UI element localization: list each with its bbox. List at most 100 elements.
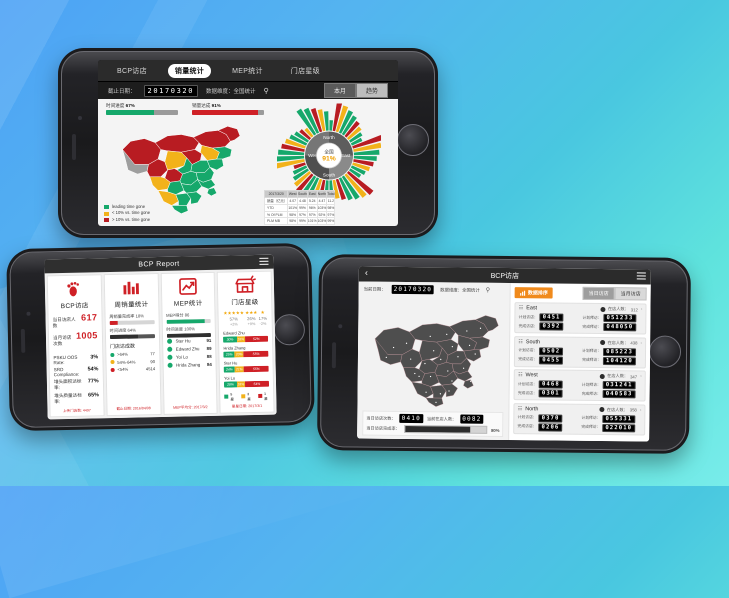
- map-pin-icon: ☷: [518, 338, 523, 345]
- person-name: Ster Hu: [223, 360, 238, 366]
- card-store-rating[interactable]: 门店星级 ★★★★★ 57% +2% ★★★ 26% +9% ★ 17% -2% Edwar…: [216, 270, 275, 414]
- metric-done-visits: 完成访店： 0455: [518, 355, 578, 365]
- legend-item-over10: > 10% vs. time gone: [104, 217, 150, 223]
- person-stacked-bar: 30% 18% 52%: [223, 335, 269, 343]
- legend-3star: 3星: [241, 392, 252, 401]
- metric-planned-visits: 计划访店： 0370: [518, 413, 578, 423]
- card-title: BCP访店: [60, 302, 89, 311]
- region-card-east[interactable]: ☷ East 在店人数： 312 › 计划访店： 0451 计划拜访： 051233 …: [514, 302, 647, 335]
- person-name: Edward Zhu: [223, 330, 245, 336]
- footer-rate-label: 当日访店完成率：: [366, 425, 400, 431]
- home-button[interactable]: [397, 124, 429, 156]
- meter-time-fill: [106, 110, 155, 115]
- search-icon[interactable]: ⚲: [263, 87, 269, 95]
- tab-mep-stats[interactable]: MEP统计: [232, 67, 263, 75]
- card-weekly-sales[interactable]: 周销量统计 周销量完成率 18% 时间进度 64% 门店达成数 >64% 77 5…: [103, 273, 162, 417]
- region-card-west[interactable]: ☷ West 在店人数： 347 › 计划访店： 0468 计划拜访： 031241 …: [513, 369, 646, 402]
- metric-planned-visits: 计划访店： 0451: [519, 313, 579, 322]
- map-pin-icon: ☷: [518, 305, 524, 312]
- chevron-right-icon[interactable]: ›: [640, 373, 642, 380]
- chevron-right-icon[interactable]: ›: [640, 339, 643, 346]
- bar-chart-icon: [109, 277, 154, 298]
- card-mep-stats[interactable]: MEP统计 MEP得分 86 时间进度 100% Ster Hu 91 Edwar…: [160, 271, 218, 415]
- home-button[interactable]: [648, 335, 682, 368]
- chevron-left-icon[interactable]: ‹: [364, 267, 368, 278]
- card-footer: MEP平均分: 2017/3/2: [173, 405, 208, 410]
- hamburger-icon[interactable]: [259, 257, 269, 267]
- sort-button[interactable]: 数据排序: [514, 287, 554, 299]
- metric-planned-calls: 计划拜访： 085223: [582, 347, 642, 356]
- page-title: BCP Report: [138, 260, 180, 268]
- person-bar-list: Edward Zhu 30% 18% 52% Hrida Zhang 25% 20% 5…: [223, 330, 270, 391]
- list-item: Hrida Zhang 84: [167, 362, 212, 368]
- metric-planned-visits: 计划访店： 0468: [518, 380, 578, 389]
- meter-time-progress: 时间进度 67%: [106, 103, 178, 115]
- search-icon[interactable]: ⚲: [485, 287, 491, 294]
- date-label: 截止日期：: [108, 88, 136, 95]
- visit-body: 当前日期： 20170320 数据维度：全国统计 ⚲: [357, 281, 651, 442]
- phone-visit-screen: ‹ BCP访店 当前日期： 20170320 数据维度：全国统计 ⚲: [357, 266, 651, 442]
- segment-this-month[interactable]: 本月: [323, 83, 356, 98]
- meter-week-fill: [109, 320, 118, 326]
- region-name: West: [525, 372, 538, 379]
- earpiece-speaker: [331, 342, 337, 369]
- table-row: % Of PLM 98% 97% 97% 92% 97%: [263, 210, 336, 219]
- map-legend: leading time gone < 10% vs. time gone > …: [104, 204, 150, 223]
- metric-done-visits: 完成访店： 0206: [517, 422, 577, 432]
- list-item: Yoi Lo 88: [166, 354, 212, 360]
- person-stacked-bar: 25% 20% 55%: [223, 350, 269, 358]
- meter-time-track: [109, 334, 155, 340]
- metric-planned-calls: 计划拜访： 051233: [582, 314, 642, 323]
- tab-store-rating[interactable]: 门店星级: [290, 67, 320, 75]
- metric-done-calls: 完成拜访： 040583: [582, 390, 642, 399]
- tab-sales-stats[interactable]: 销量统计: [167, 63, 212, 78]
- count-dot-icon: [600, 340, 606, 346]
- china-map-colored[interactable]: [104, 114, 253, 216]
- scope-label: 数据维度：全国统计: [206, 88, 256, 95]
- metric-done-visits: 完成访店： 0301: [518, 389, 578, 398]
- chevron-right-icon[interactable]: ›: [639, 406, 642, 413]
- hamburger-icon[interactable]: [636, 272, 646, 281]
- table-header-row: 2017/3/20 West South East North Total: [263, 189, 336, 198]
- star-group-5: ★★★★★ 57% +2%: [223, 310, 244, 327]
- meter-sales-value: 91%: [211, 103, 221, 108]
- table-row: YTD 101% 99% 96% 103% 98%: [263, 204, 336, 212]
- tab-month-visits[interactable]: 当月访店: [614, 287, 647, 301]
- page-title: BCP访店: [490, 272, 520, 280]
- sales-summary-table: 2017/3/20 West South East North Total 销量…: [263, 189, 336, 225]
- table-row: PLM MB 98% 99% 101% 103% 99%: [263, 217, 336, 225]
- map-panel: 当前日期： 20170320 数据维度：全国统计 ⚲: [357, 281, 512, 441]
- tab-bcp-visit[interactable]: BCP访店: [117, 67, 147, 75]
- tab-today-visits[interactable]: 当日访店: [582, 286, 615, 301]
- map-pin-icon: ☷: [517, 405, 523, 412]
- meter-sales-track: [192, 110, 264, 115]
- phone-report-device: BCP Report BCP访店 当日访店人数 617 当月访店次数 1005 PS…: [6, 242, 315, 432]
- star-group-3: ★★★ 26% +9%: [244, 309, 258, 327]
- top-dashboard-body: 时间进度 67% 销量达成 91%: [98, 99, 398, 226]
- star-group-1: ★ 17% -2%: [258, 309, 268, 326]
- meter-time-label: 时间进度 64%: [109, 327, 136, 334]
- metric-planned-calls: 计划拜访： 055331: [581, 414, 641, 423]
- china-map-gray[interactable]: [361, 298, 505, 414]
- date-value[interactable]: 20170320: [143, 84, 199, 97]
- person-name: Hrida Zhang: [223, 345, 246, 351]
- section-title: 门店达成数: [109, 343, 136, 351]
- region-card-north[interactable]: ☷ North 在店人数： 358 › 计划访店： 0370 计划拜访： 055331…: [513, 402, 646, 435]
- meter-mep-track: [166, 318, 211, 324]
- legend-5star: 5星: [224, 392, 235, 402]
- kpi-psku-oos: PSKU OOS Rate: 3%: [53, 354, 99, 366]
- segment-trend[interactable]: 趋势: [355, 83, 388, 98]
- list-item: Ster Hu 91: [166, 338, 211, 344]
- region-name: East: [526, 305, 538, 312]
- card-bcp-visit[interactable]: BCP访店 当日访店人数 617 当月访店次数 1005 PSKU OOS Rate…: [46, 274, 105, 418]
- chevron-right-icon[interactable]: ›: [640, 306, 643, 313]
- metric-planned-calls: 计划拜访： 031241: [582, 381, 642, 390]
- card-footer: 上传门店数: 4497: [62, 408, 91, 414]
- list-toolbar: 数据排序 当日访店 当月访店: [514, 286, 647, 301]
- svg-text:South: South: [323, 172, 336, 177]
- phone-report-screen: BCP Report BCP访店 当日访店人数 617 当月访店次数 1005 PS…: [44, 254, 277, 420]
- trend-chart-icon: [165, 276, 210, 297]
- date-value[interactable]: 20170320: [391, 284, 435, 295]
- stat-visit-times: 当月访店次数 1005: [52, 330, 98, 347]
- region-card-south[interactable]: ☷ South 在店人数： 438 › 计划访店： 0502 计划拜访： 085223…: [514, 335, 647, 368]
